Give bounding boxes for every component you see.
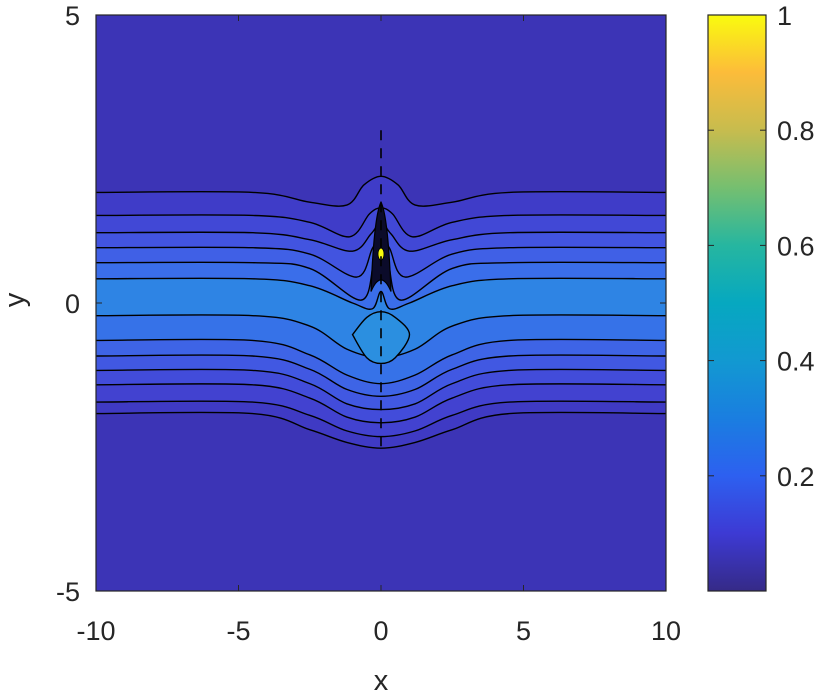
colorbar-tick-label: 1: [777, 1, 792, 31]
contour-line: [96, 354, 666, 398]
contour-band: [96, 207, 666, 252]
y-axis-label: y: [0, 292, 31, 307]
contour-band: [96, 383, 666, 437]
contour-band: [96, 355, 666, 410]
colorbar-ticks: 0.2 0.4 0.6 0.8 1: [708, 1, 815, 492]
contour-band: [96, 339, 666, 397]
colorbar-tick-label: 0.8: [777, 116, 815, 146]
contour-band: [96, 222, 666, 278]
colorbar-tick-label: 0.4: [777, 347, 815, 377]
x-axis: -10 -5 0 5 10: [76, 15, 681, 646]
x-tick-label: 10: [651, 616, 681, 646]
x-tick-label: 0: [373, 616, 388, 646]
plot-area: [96, 15, 666, 591]
y-tick-label: -5: [56, 577, 80, 607]
center-features: [351, 130, 411, 447]
colorbar: 0.2 0.4 0.6 0.8 1: [707, 1, 815, 592]
contour-band: [96, 236, 666, 301]
y-tick-label: 0: [65, 289, 80, 319]
y-axis: -5 0 5: [56, 1, 666, 607]
colorbar-tick-label: 0.2: [777, 462, 815, 492]
colorbar-tick-label: 0.6: [777, 231, 815, 261]
contour-band: [96, 314, 666, 384]
contour-line: [96, 277, 666, 310]
x-axis-label: x: [374, 665, 389, 696]
colorbar-gradient: [707, 14, 767, 592]
contour-line: [96, 411, 666, 449]
contour-band: [96, 369, 666, 423]
x-tick-label: -10: [76, 616, 115, 646]
y-tick-label: 5: [65, 1, 80, 31]
x-tick-label: 5: [516, 616, 531, 646]
x-tick-label: -5: [226, 616, 250, 646]
contour-line: [96, 175, 666, 207]
